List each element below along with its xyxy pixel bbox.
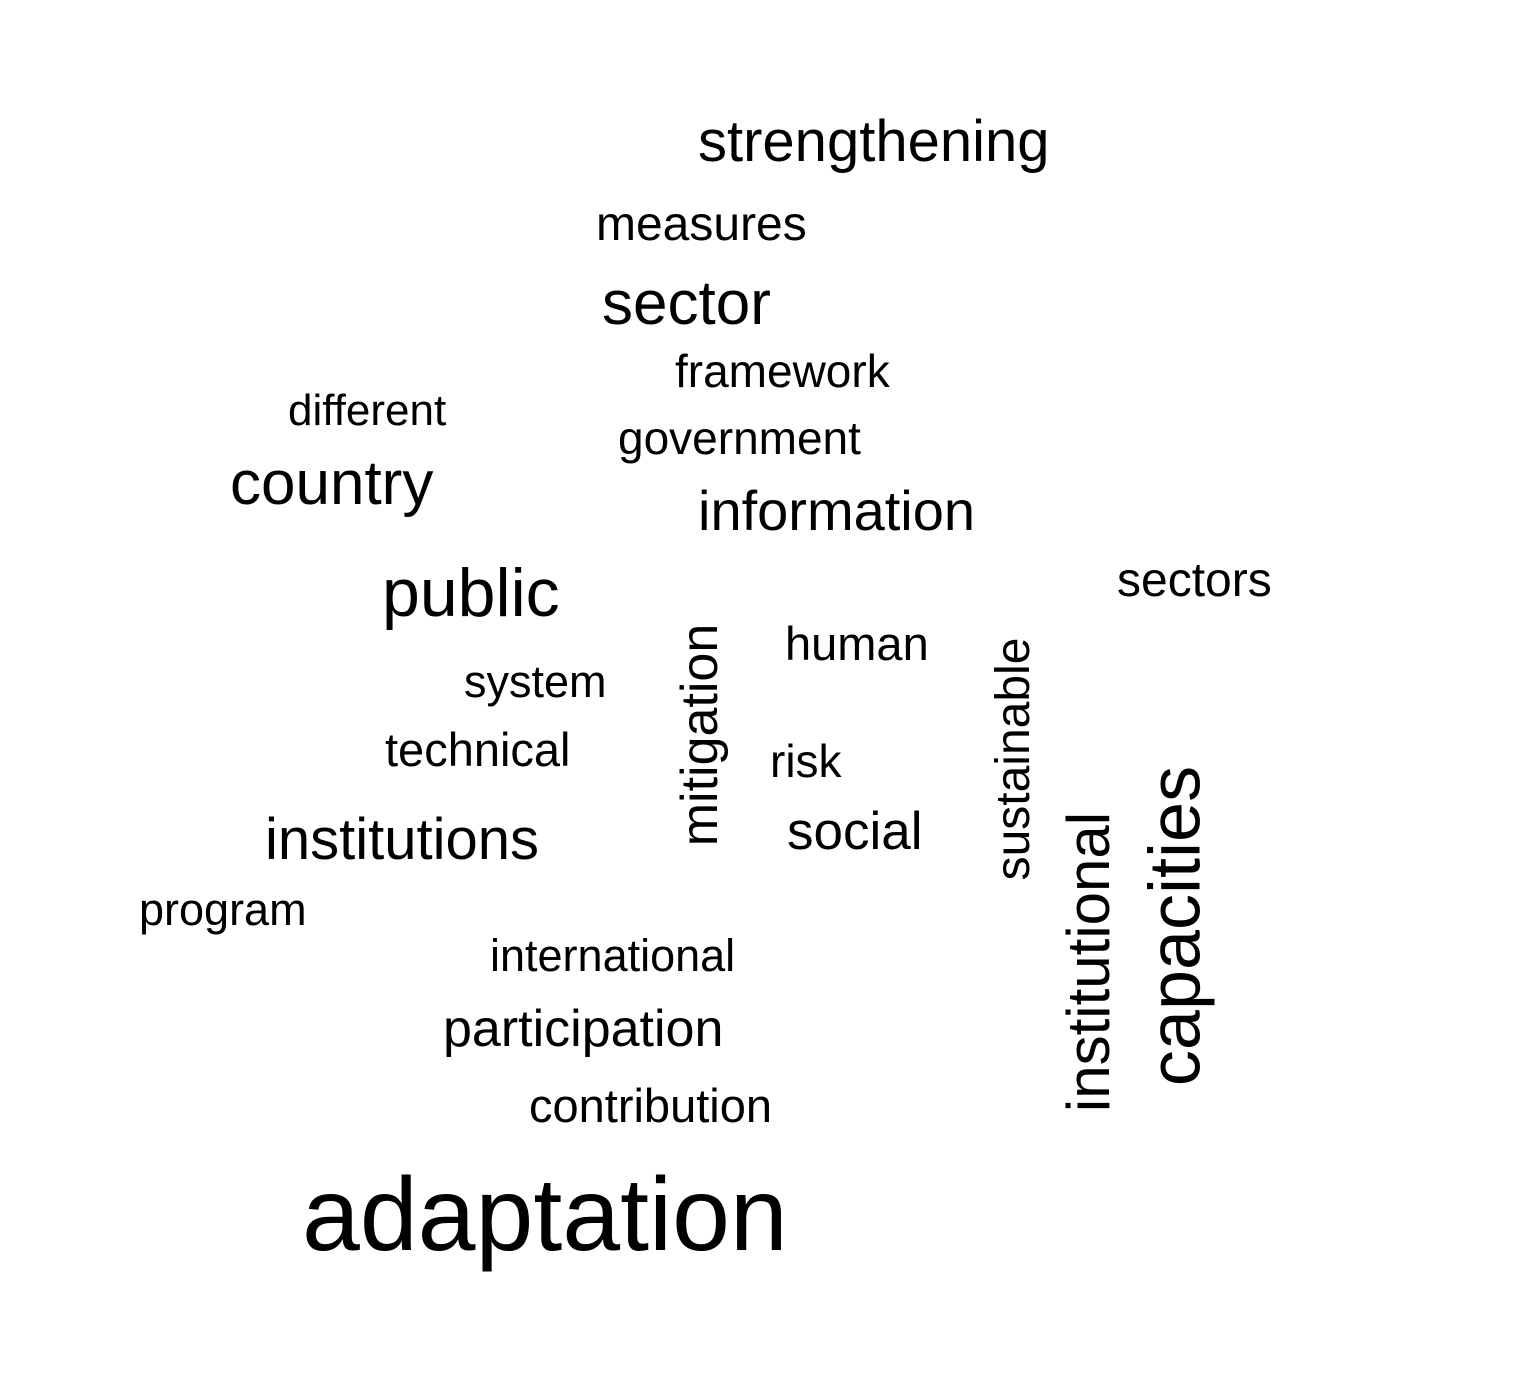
- word-government: government: [618, 412, 861, 464]
- word-social: social: [787, 802, 923, 861]
- word-framework: framework: [675, 345, 890, 397]
- word-strengthening: strengthening: [698, 109, 1050, 174]
- word-participation: participation: [443, 1000, 724, 1058]
- word-system: system: [464, 656, 607, 707]
- word-institutions: institutions: [265, 807, 540, 872]
- word-contribution: contribution: [529, 1079, 772, 1132]
- word-sector: sector: [602, 269, 771, 338]
- word-public: public: [382, 555, 560, 631]
- word-institutional: institutional: [1055, 811, 1122, 1113]
- word-sustainable: sustainable: [987, 637, 1040, 881]
- word-different: different: [288, 386, 447, 435]
- word-country: country: [230, 449, 434, 518]
- word-international: international: [490, 930, 736, 981]
- word-capacities: capacities: [1135, 765, 1216, 1087]
- word-measures: measures: [596, 198, 807, 251]
- word-technical: technical: [385, 723, 571, 776]
- word-sectors: sectors: [1117, 554, 1272, 607]
- word-human: human: [785, 617, 929, 670]
- word-mitigation: mitigation: [671, 623, 729, 847]
- word-risk: risk: [770, 735, 842, 787]
- word-information: information: [698, 479, 976, 542]
- word-adaptation: adaptation: [302, 1157, 788, 1273]
- word-program: program: [139, 884, 307, 935]
